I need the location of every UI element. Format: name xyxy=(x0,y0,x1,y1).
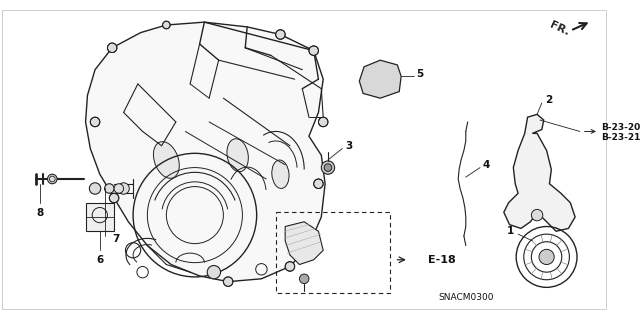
Circle shape xyxy=(300,274,309,284)
Bar xyxy=(276,212,390,293)
Circle shape xyxy=(531,209,543,221)
Circle shape xyxy=(90,183,100,194)
Text: 3: 3 xyxy=(345,141,352,151)
Circle shape xyxy=(118,183,129,194)
Text: FR.: FR. xyxy=(548,20,572,38)
Circle shape xyxy=(163,21,170,29)
Text: SNACM0300: SNACM0300 xyxy=(438,293,493,302)
Text: B-23-20: B-23-20 xyxy=(601,123,640,132)
Polygon shape xyxy=(359,60,401,98)
Text: 6: 6 xyxy=(96,255,104,265)
Circle shape xyxy=(309,46,319,56)
Circle shape xyxy=(324,164,332,171)
Polygon shape xyxy=(504,114,575,231)
Circle shape xyxy=(207,265,221,279)
Text: E-18: E-18 xyxy=(428,255,456,265)
Circle shape xyxy=(90,117,100,127)
Ellipse shape xyxy=(227,139,248,172)
Circle shape xyxy=(276,30,285,39)
Circle shape xyxy=(108,43,117,53)
Text: 7: 7 xyxy=(112,234,120,244)
Circle shape xyxy=(321,161,335,174)
Circle shape xyxy=(319,117,328,127)
Text: 2: 2 xyxy=(545,95,552,105)
Text: 8: 8 xyxy=(36,207,44,218)
Text: 5: 5 xyxy=(417,70,424,79)
Text: B-23-21: B-23-21 xyxy=(601,133,640,142)
Text: 4: 4 xyxy=(483,160,490,170)
Circle shape xyxy=(109,193,119,203)
Ellipse shape xyxy=(272,160,289,189)
Ellipse shape xyxy=(529,162,546,196)
Circle shape xyxy=(314,179,323,189)
Ellipse shape xyxy=(154,142,179,178)
Circle shape xyxy=(539,249,554,264)
Circle shape xyxy=(114,184,124,193)
Circle shape xyxy=(285,262,294,271)
Text: 1: 1 xyxy=(507,226,515,236)
Circle shape xyxy=(223,277,233,286)
Polygon shape xyxy=(86,22,325,282)
Circle shape xyxy=(47,174,57,184)
Polygon shape xyxy=(285,222,323,264)
Bar xyxy=(86,203,114,231)
Circle shape xyxy=(104,184,114,193)
